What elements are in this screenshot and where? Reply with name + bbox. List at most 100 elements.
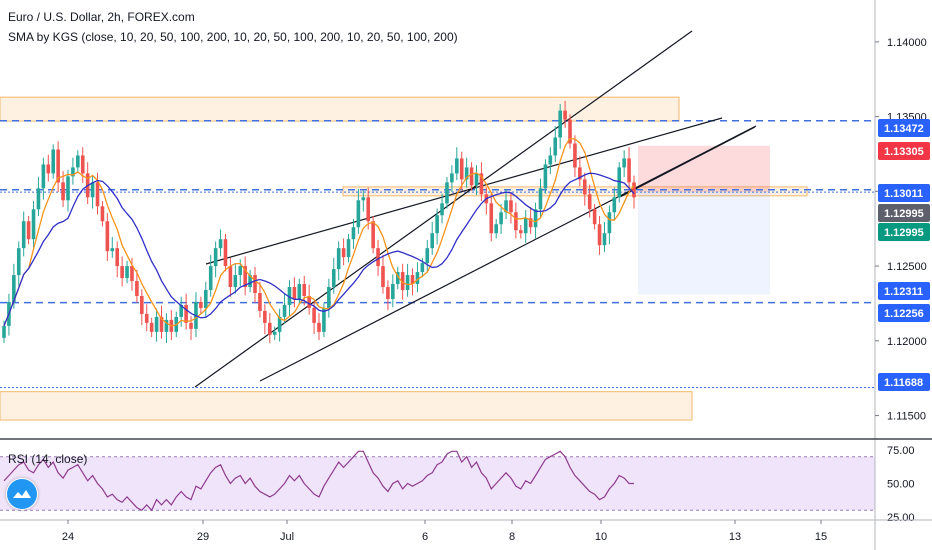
candle [115, 241, 120, 278]
candle-body [277, 316, 282, 332]
candle [144, 304, 149, 332]
candle [16, 241, 21, 287]
candle-body [292, 287, 297, 299]
x-tick-label: 15 [815, 531, 827, 543]
candle [632, 175, 636, 209]
price-badges: 1.13472 1.13305 1.13011 1.12995 1.12995 1.123… [878, 119, 930, 391]
candle [71, 157, 75, 185]
rsi-tick-label: 25.00 [887, 512, 915, 524]
rsi-band [0, 456, 875, 511]
candle-body [494, 224, 498, 234]
candle-body [391, 284, 395, 299]
candle-body [297, 284, 302, 299]
rsi-tick-label: 50.00 [887, 479, 915, 491]
candle [41, 157, 46, 200]
candle [597, 216, 602, 255]
candle [228, 257, 233, 297]
candle-body [617, 167, 622, 198]
candle-body [243, 266, 247, 288]
candle [361, 190, 366, 212]
candle-body [272, 331, 277, 335]
candle-body [553, 137, 558, 156]
candle-body [331, 269, 336, 288]
candle-body [445, 182, 449, 204]
price-badge-label: 1.12311 [884, 286, 923, 298]
candle [587, 184, 592, 218]
candle [499, 204, 503, 234]
candle-body [592, 209, 597, 225]
price-badge-label: 1.13472 [884, 123, 924, 135]
candle-body [130, 266, 134, 282]
candle-body [548, 155, 553, 165]
candle-body [627, 158, 631, 183]
candle-body [66, 176, 70, 201]
candle-body [95, 182, 100, 207]
candle [287, 280, 292, 317]
candle [612, 187, 617, 221]
candle [272, 326, 277, 341]
tradingview-logo-icon[interactable] [6, 478, 38, 510]
candle-body [322, 307, 326, 332]
candle-body [435, 215, 439, 234]
candle-body [125, 266, 129, 279]
candle-body [105, 221, 110, 252]
candle-body [149, 322, 154, 332]
candle-body [287, 287, 292, 305]
candle [159, 305, 164, 339]
candle [149, 317, 154, 338]
candle-body [135, 281, 139, 296]
candle-body [16, 248, 21, 276]
study-legend[interactable]: SMA by KGS (close, 10, 20, 50, 100, 200,… [8, 30, 458, 44]
candle [592, 204, 597, 230]
candle-body [440, 203, 444, 216]
candle [179, 296, 183, 327]
candle [469, 162, 474, 191]
candle-body [573, 143, 577, 168]
candle-body [563, 110, 567, 120]
x-tick-label: 8 [509, 531, 515, 543]
candle [514, 202, 518, 239]
candle [405, 263, 410, 297]
candle [602, 221, 607, 252]
candle-body [489, 203, 494, 234]
x-tick-label: 13 [729, 531, 741, 543]
candle-body [479, 173, 484, 195]
price-badge [878, 184, 930, 202]
candle-body [184, 304, 188, 323]
channel-line [205, 117, 723, 265]
candle [282, 293, 287, 324]
candle [617, 162, 622, 203]
candle [66, 169, 70, 212]
candle [90, 175, 95, 209]
price-badge-label: 1.12995 [884, 227, 924, 239]
price-badge-label: 1.11688 [884, 377, 923, 389]
chart-title: Euro / U.S. Dollar, 2h, FOREX.com [8, 10, 195, 24]
candle-body [253, 275, 257, 293]
candle [317, 313, 321, 341]
rsi-legend[interactable]: RSI (14, close) [8, 452, 88, 466]
candle [277, 308, 282, 342]
candle [56, 141, 60, 193]
candle [31, 201, 36, 249]
channel-line [619, 126, 756, 198]
sma-lines [3, 137, 635, 327]
candle-body [154, 316, 159, 332]
price-badge [878, 282, 930, 300]
candle [440, 193, 444, 224]
candle-body [80, 155, 85, 174]
candle-body [213, 248, 218, 267]
candle [622, 150, 626, 178]
candle [563, 100, 567, 128]
candle-body [582, 179, 587, 195]
candle-body [420, 263, 425, 273]
candle-body [282, 304, 287, 317]
candle-body [100, 206, 105, 222]
candle [80, 147, 85, 184]
candle [351, 219, 356, 249]
candle-body [622, 158, 626, 168]
candle-body [307, 295, 311, 308]
candle-body [410, 275, 415, 285]
candle [494, 219, 498, 239]
